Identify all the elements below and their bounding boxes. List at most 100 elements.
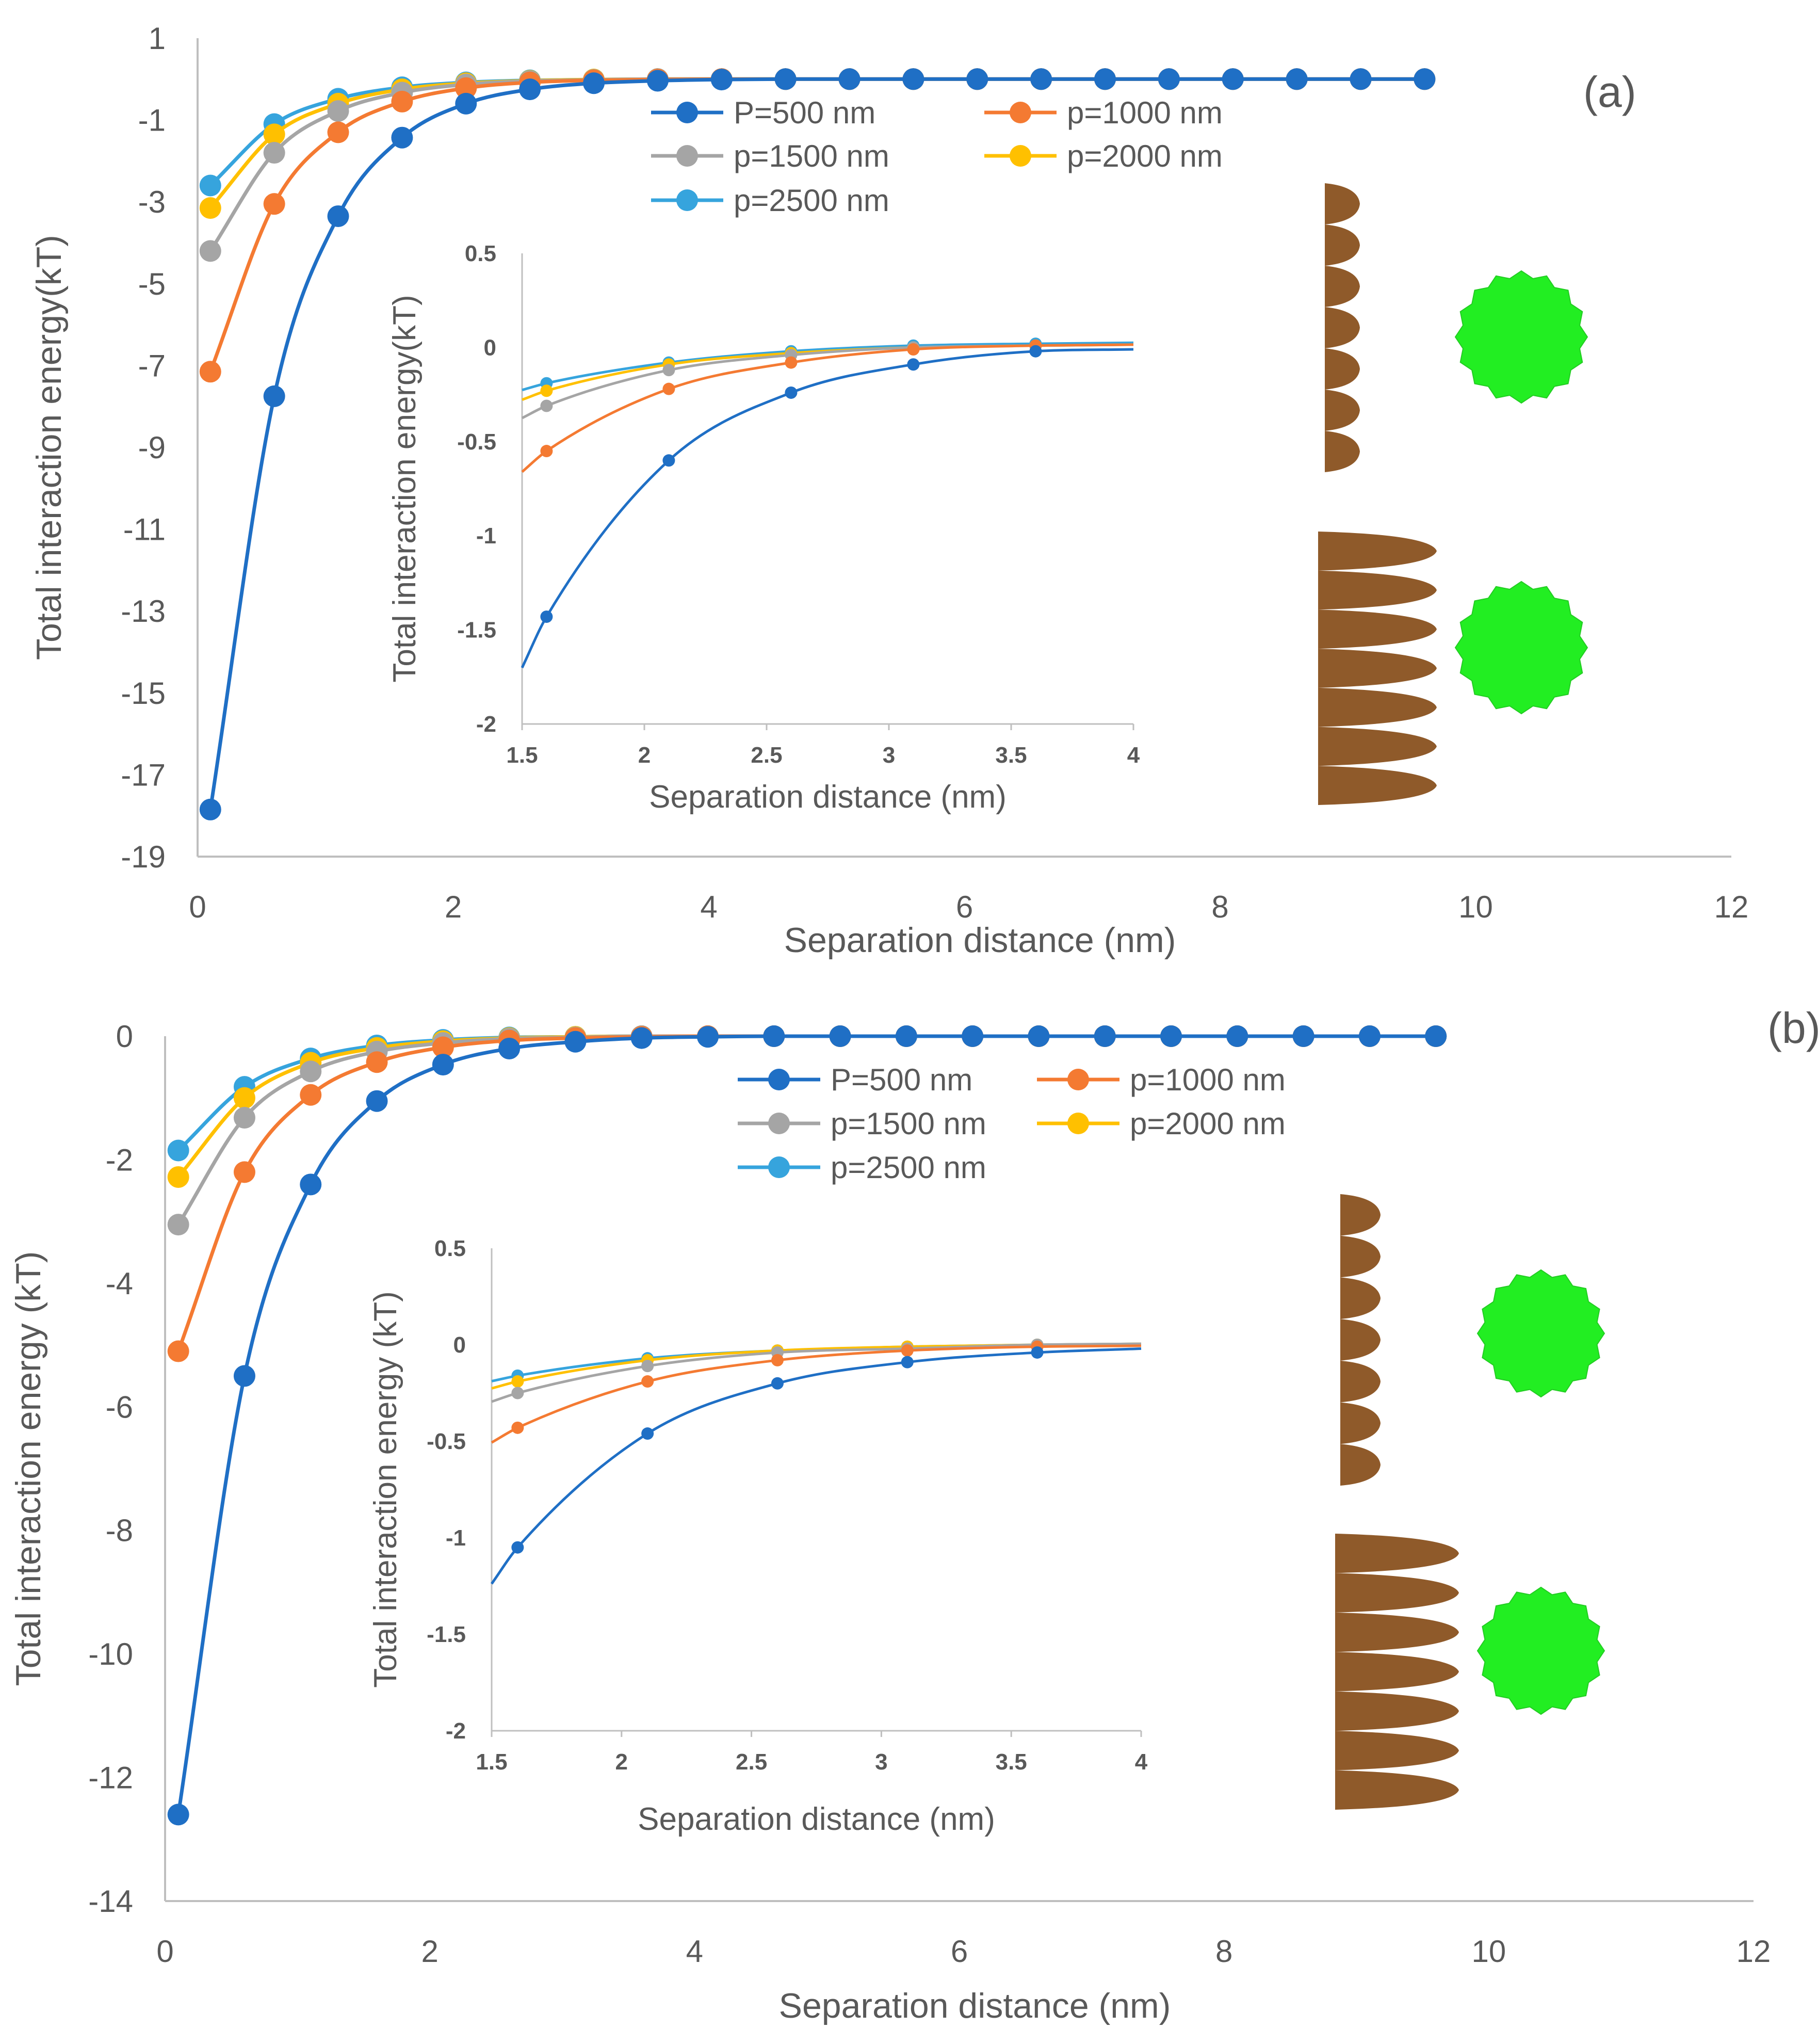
sawtooth-surface-icon (1318, 532, 1437, 805)
data-point-P500 (895, 1025, 917, 1047)
y-axis-title: Total interaction energy(kT) (29, 235, 69, 660)
inset-data-point-P500 (662, 454, 675, 467)
x-tick-label: 0 (156, 1934, 173, 1969)
inset-y-tick-label: -2 (476, 712, 496, 737)
data-point-P500 (583, 72, 605, 94)
series-line-P500 (176, 1034, 1436, 1815)
legend-swatch-marker-P500 (676, 102, 698, 123)
y-tick-label: -15 (121, 676, 166, 711)
y-tick-label: 0 (116, 1019, 133, 1054)
data-point-P500 (1222, 68, 1244, 90)
panel-a: 0 2 4 6 8 10 121-1-3-5-7-9-11-13-15-17-19Separ… (29, 21, 1748, 960)
legend-swatch-marker-p2500 (768, 1156, 790, 1178)
data-point-P500 (1292, 1025, 1314, 1047)
inset-data-point-P500 (785, 386, 798, 399)
data-point-P500 (167, 1804, 189, 1826)
legend-label-P500: P=500 nm (831, 1063, 972, 1097)
inset-y-tick-label: 0 (453, 1332, 466, 1358)
inset-y-tick-label: -0.5 (457, 429, 496, 455)
legend-swatch-marker-p1500 (676, 145, 698, 167)
inset-data-point-p1000 (785, 356, 798, 369)
data-point-P500 (1030, 68, 1052, 90)
x-tick-label: 0 (189, 890, 206, 924)
y-tick-label: -8 (106, 1514, 133, 1548)
x-tick-label: 10 (1458, 890, 1493, 924)
data-point-P500 (696, 1026, 719, 1048)
legend-swatch-marker-p1500 (768, 1113, 790, 1134)
inset-x-tick-label: 3.5 (995, 743, 1027, 768)
data-point-P500 (366, 1090, 388, 1112)
inset-x-tick-label: 3 (883, 743, 895, 768)
data-point-p1000 (233, 1161, 255, 1183)
data-point-P500 (300, 1173, 322, 1196)
legend-label-p2000: p=2000 nm (1130, 1106, 1286, 1141)
data-point-p1500 (233, 1107, 255, 1129)
inset-data-point-p1000 (540, 445, 553, 458)
data-point-p2500 (199, 174, 221, 197)
spiky-particle-icon (1454, 581, 1588, 715)
inset-data-point-P500 (907, 358, 920, 371)
legend-swatch-marker-p2500 (676, 189, 698, 211)
inset-data-point-P500 (1029, 345, 1042, 358)
inset-y-tick-label: -1.5 (427, 1622, 466, 1647)
inset-x-tick-label: 2.5 (751, 743, 782, 768)
inset-y-tick-label: -1 (476, 523, 496, 549)
data-point-P500 (630, 1027, 653, 1049)
sawtooth-surface-icon (1340, 1194, 1381, 1486)
data-point-P500 (829, 1025, 851, 1047)
inset-data-point-p2000 (540, 384, 553, 397)
inset-y-axis-title: Total interaction energy (kT) (368, 1291, 403, 1687)
y-axis-title: Total interaction energy (kT) (9, 1251, 48, 1686)
inset-data-point-p2000 (511, 1375, 524, 1388)
data-point-p1500 (167, 1214, 189, 1236)
data-point-p1500 (300, 1060, 322, 1083)
y-tick-label: -10 (88, 1637, 133, 1671)
y-tick-label: -2 (106, 1142, 133, 1177)
data-point-p1000 (199, 361, 221, 383)
y-tick-label: 1 (149, 21, 166, 56)
data-point-P500 (498, 1037, 521, 1059)
data-point-P500 (966, 68, 988, 90)
data-point-p2500 (167, 1139, 189, 1162)
data-point-P500 (1094, 68, 1116, 90)
inset-y-tick-label: 0 (484, 335, 496, 360)
inset-x-axis-title: Separation distance (nm) (649, 779, 1007, 815)
spiky-particle-icon (1454, 270, 1588, 404)
x-tick-label: 6 (956, 890, 973, 924)
sawtooth-surface-icon (1335, 1534, 1459, 1810)
data-point-p1500 (199, 240, 221, 262)
x-tick-label: 2 (421, 1934, 438, 1969)
legend-label-p1500: p=1500 nm (734, 139, 889, 173)
inset-data-point-P500 (1031, 1346, 1044, 1359)
data-point-P500 (327, 205, 349, 227)
x-axis-title: Separation distance (nm) (784, 921, 1176, 960)
x-tick-label: 8 (1215, 1934, 1232, 1969)
x-tick-label: 12 (1714, 890, 1749, 924)
inset-x-tick-label: 1.5 (506, 743, 538, 768)
inset-x-tick-label: 4 (1135, 1749, 1148, 1775)
inset-data-point-p1000 (662, 382, 675, 395)
legend-label-p2500: p=2500 nm (831, 1150, 986, 1185)
y-tick-label: -3 (138, 185, 166, 219)
inset-data-point-P500 (511, 1541, 524, 1554)
inset-x-axis-title: Separation distance (nm) (638, 1801, 995, 1837)
inset-y-tick-label: 0.5 (465, 241, 496, 266)
data-point-P500 (1160, 1025, 1182, 1047)
legend-label-p2000: p=2000 nm (1067, 139, 1223, 173)
data-point-P500 (774, 68, 797, 90)
inset-y-tick-label: -1 (446, 1525, 466, 1551)
y-tick-label: -14 (88, 1884, 133, 1919)
inset-x-tick-label: 2.5 (736, 1749, 767, 1775)
y-tick-label: -11 (123, 512, 166, 547)
data-point-p1500 (327, 100, 349, 122)
inset-data-point-p1000 (511, 1421, 524, 1434)
inset-data-point-P500 (540, 610, 553, 623)
data-point-P500 (199, 798, 221, 820)
spiky-particle-icon (1476, 1269, 1605, 1398)
inset-data-point-p1500 (641, 1360, 654, 1373)
data-point-P500 (263, 385, 285, 407)
legend-swatch-marker-p2000 (1010, 145, 1031, 167)
inset-data-point-p1000 (771, 1354, 784, 1366)
